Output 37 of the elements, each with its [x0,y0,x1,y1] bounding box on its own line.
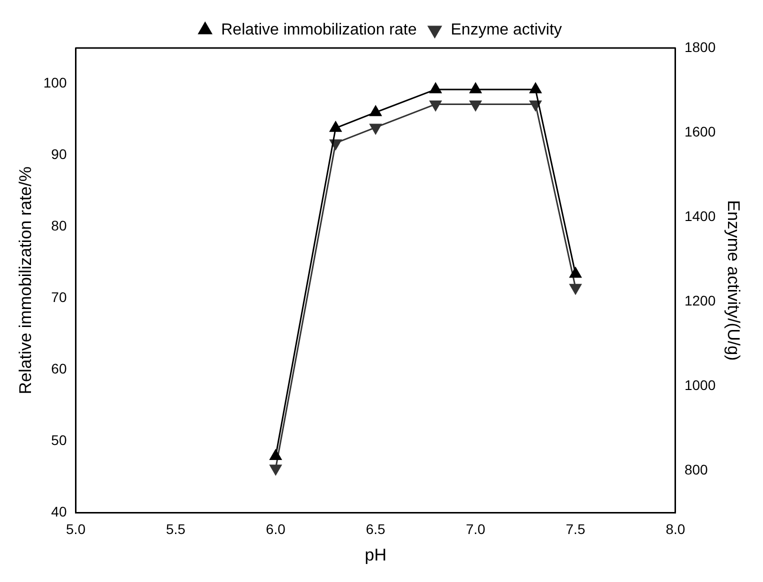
x-tick-label: 6.0 [266,521,286,538]
point [530,82,542,94]
y-axis-title: Relative immobilization rate/% [16,166,35,394]
y2-axis-title: Enzyme activity/(U/g) [724,200,744,361]
x-tick-label: 7.0 [466,521,486,538]
y-tick-label: 100 [43,74,67,91]
legend-label: Enzyme activity [450,21,562,38]
y-tick-label: 50 [51,432,67,448]
point [570,284,582,294]
point [270,464,282,476]
x-tick-label: 7.5 [566,521,586,538]
x-tick-label: 6.5 [366,521,386,538]
point [330,121,342,132]
point [270,450,282,460]
point [370,106,382,116]
legend-label: Relative immobilization rate [221,21,417,38]
y2-tick-label: 1600 [684,123,716,140]
x-tick-label: 8.0 [666,521,686,538]
point [430,82,442,94]
x-tick-label: 5.0 [66,521,86,538]
y2-tick-label: 1800 [684,38,716,55]
y-tick-label: 90 [51,146,67,162]
point [570,267,582,278]
x-axis-title: pH [364,545,386,564]
y2-tick-label: 800 [684,461,708,478]
y-tick-label: 80 [51,218,67,234]
y-tick-label: 60 [51,360,67,377]
y-tick-label: 40 [51,504,67,520]
y-tick-label: 70 [51,289,67,306]
point [470,100,482,111]
point [370,124,382,134]
y2-tick-label: 1400 [684,208,716,224]
point [470,82,482,94]
y2-tick-label: 1200 [684,292,716,308]
y2-tick-label: 1000 [684,376,716,393]
x-tick-label: 5.5 [166,521,186,538]
point [430,100,442,111]
